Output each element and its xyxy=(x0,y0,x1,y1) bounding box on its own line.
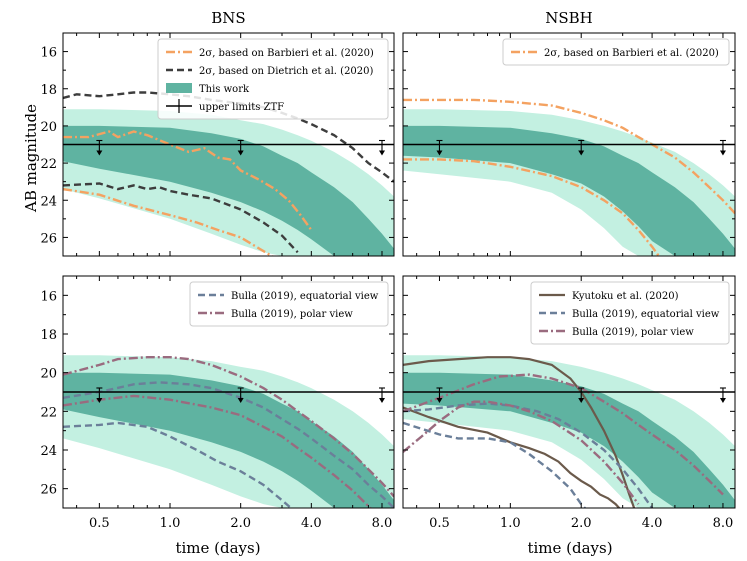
ztf-arrow xyxy=(96,150,103,156)
ztf-arrow xyxy=(578,398,585,403)
panel-0: 16 18 20 22 24 26 BNS 2σ, based on Barbieri et … xyxy=(40,9,395,257)
x-tick-label: 0.5 xyxy=(429,516,450,531)
legend: Kyutoku et al. (2020) Bulla (2019), equat… xyxy=(530,281,730,345)
panel-title: BNS xyxy=(211,9,245,27)
legend-label: Bulla (2019), equatorial view xyxy=(572,309,720,320)
legend-label: 2σ, based on Dietrich et al. (2020) xyxy=(199,66,374,77)
y-tick-label: 16 xyxy=(40,289,57,304)
legend-label: upper limits ZTF xyxy=(199,102,284,113)
series-line xyxy=(403,158,661,256)
y-tick-label: 20 xyxy=(40,367,57,382)
panels: 16 18 20 22 24 26 BNS 2σ, based on Barbieri et … xyxy=(40,9,736,531)
band-inner xyxy=(403,125,735,256)
series-line xyxy=(63,356,394,498)
x-tick-label: 2.0 xyxy=(571,516,592,531)
legend: 2σ, based on Barbieri et al. (2020) xyxy=(502,38,730,66)
legend-frame xyxy=(157,38,389,120)
ztf-arrow xyxy=(237,398,244,403)
ztf-arrow xyxy=(719,398,726,403)
ztf-arrow xyxy=(436,150,443,156)
x-axis-label-right: time (days) xyxy=(527,539,612,557)
y-tick-label: 22 xyxy=(40,405,57,420)
plot-area xyxy=(403,98,735,256)
plot-area xyxy=(403,355,735,508)
ztf-arrow xyxy=(578,150,585,156)
panel-title: NSBH xyxy=(545,9,593,27)
x-axis-label-left: time (days) xyxy=(175,539,260,557)
plot-area xyxy=(63,355,394,508)
x-tick-label: 4.0 xyxy=(642,516,663,531)
series-line xyxy=(403,406,621,508)
legend-label: 2σ, based on Barbieri et al. (2020) xyxy=(199,48,374,59)
x-tick-label: 8.0 xyxy=(713,516,734,531)
plot-area xyxy=(63,91,394,256)
y-tick-label: 22 xyxy=(40,157,57,172)
x-tick-label: 0.5 xyxy=(89,516,110,531)
band-inner xyxy=(63,372,394,508)
legend-swatch xyxy=(166,83,192,93)
series-line xyxy=(63,421,293,508)
panel-1: NSBH 2σ, based on Barbieri et al. (2020) xyxy=(402,9,736,257)
y-tick-label: 18 xyxy=(40,83,57,98)
y-axis-label: AB magnitude xyxy=(22,104,40,213)
legend: Bulla (2019), equatorial view Bulla (2019… xyxy=(189,281,389,327)
series-line xyxy=(63,130,313,231)
y-tick-label: 16 xyxy=(40,46,57,61)
y-tick-label: 24 xyxy=(40,444,57,459)
legend-frame xyxy=(530,281,730,345)
ztf-arrow xyxy=(96,398,103,403)
series-line xyxy=(403,421,587,508)
series-line xyxy=(63,381,394,508)
panel-2: 16 18 20 22 24 26 0.5 1.0 2.0 4.0 8.0 Bulla (2019),… xyxy=(40,275,395,531)
x-tick-label: 4.0 xyxy=(301,516,322,531)
ztf-arrow xyxy=(719,150,726,156)
legend-frame xyxy=(502,38,730,66)
x-tick-label: 8.0 xyxy=(372,516,393,531)
legend-label: 2σ, based on Barbieri et al. (2020) xyxy=(544,48,719,59)
series-line xyxy=(403,98,735,215)
series-line xyxy=(63,182,299,254)
y-tick-label: 24 xyxy=(40,194,57,209)
series-line xyxy=(403,402,654,508)
series-line xyxy=(403,373,724,496)
y-tick-label: 20 xyxy=(40,120,57,135)
legend-label: Bulla (2019), equatorial view xyxy=(231,291,379,302)
x-tick-label: 1.0 xyxy=(160,516,181,531)
band-inner xyxy=(63,125,394,256)
x-tick-label: 2.0 xyxy=(230,516,251,531)
legend-label: Bulla (2019), polar view xyxy=(231,309,353,320)
panel-3: 0.5 1.0 2.0 4.0 8.0 Kyutoku et al. (2020) Bull… xyxy=(402,275,736,531)
x-tick-label: 1.0 xyxy=(500,516,521,531)
legend-label: This work xyxy=(199,84,250,95)
band-inner xyxy=(403,372,735,508)
legend-label: Bulla (2019), polar view xyxy=(572,327,694,338)
legend-label: Kyutoku et al. (2020) xyxy=(572,291,679,302)
legend: 2σ, based on Barbieri et al. (2020) 2σ, b… xyxy=(157,38,389,120)
ztf-arrow xyxy=(378,150,385,156)
ztf-arrow xyxy=(237,150,244,156)
y-tick-label: 18 xyxy=(40,328,57,343)
ztf-arrow xyxy=(436,398,443,403)
ztf-arrow xyxy=(378,398,385,403)
series-line xyxy=(63,187,275,256)
series-line xyxy=(403,400,640,505)
series-line xyxy=(403,356,636,508)
y-tick-label: 26 xyxy=(40,231,57,246)
legend-frame xyxy=(189,281,389,327)
y-tick-label: 26 xyxy=(40,483,57,498)
series-line xyxy=(63,394,373,508)
